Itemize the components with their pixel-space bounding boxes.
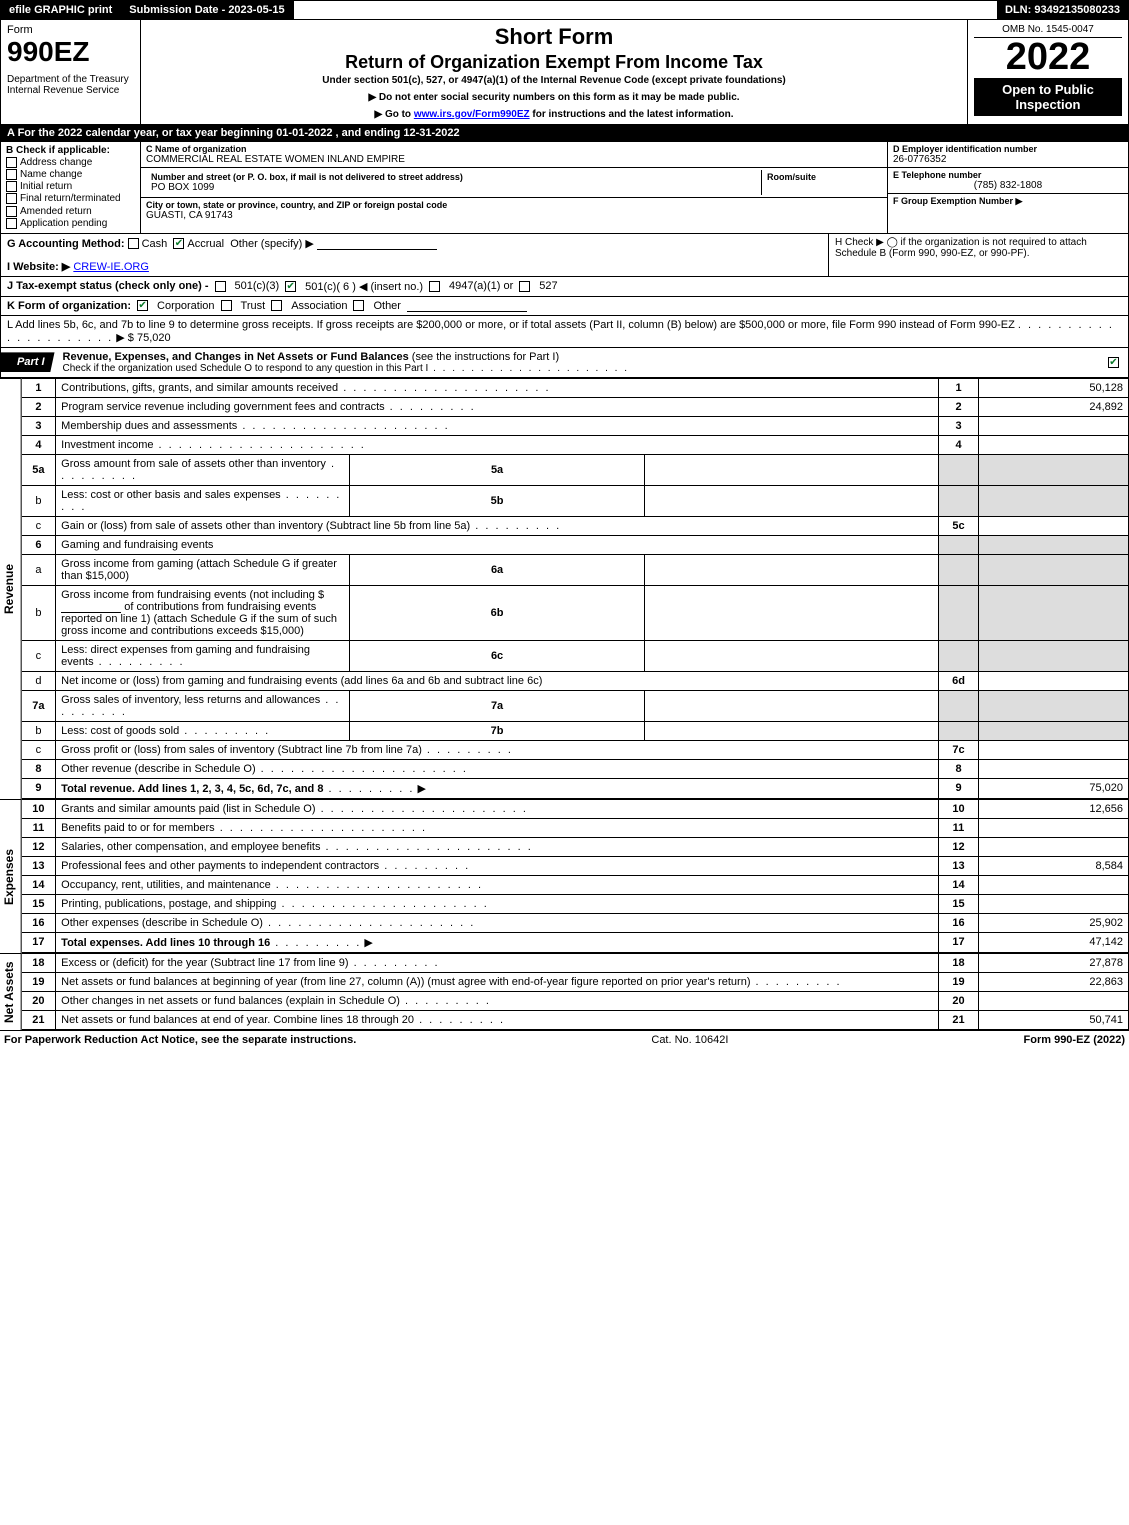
part1-title: Revenue, Expenses, and Changes in Net As… xyxy=(55,348,1102,377)
chk-4947[interactable] xyxy=(429,281,440,292)
title-return: Return of Organization Exempt From Incom… xyxy=(149,52,959,73)
g-col: G Accounting Method: Cash Accrual Other … xyxy=(1,234,828,276)
bcdef-block: B Check if applicable: Address change Na… xyxy=(0,142,1129,234)
footer: For Paperwork Reduction Act Notice, see … xyxy=(0,1030,1129,1049)
footer-right: Form 990-EZ (2022) xyxy=(1024,1034,1125,1046)
part1-tab: Part I xyxy=(1,352,55,372)
expenses-section: Expenses 10Grants and similar amounts pa… xyxy=(0,799,1129,953)
top-bar: efile GRAPHIC print Submission Date - 20… xyxy=(0,0,1129,20)
chk-schedule-o[interactable] xyxy=(1108,357,1119,368)
revenue-section: Revenue 1Contributions, gifts, grants, a… xyxy=(0,378,1129,799)
net-table: 18Excess or (deficit) for the year (Subt… xyxy=(22,953,1129,1030)
other-method-input[interactable] xyxy=(317,238,437,250)
k-row: K Form of organization: Corporation Trus… xyxy=(0,297,1129,316)
subtitle: Under section 501(c), 527, or 4947(a)(1)… xyxy=(149,75,959,86)
form-header: Form 990EZ Department of the Treasury In… xyxy=(0,20,1129,125)
col-b: B Check if applicable: Address change Na… xyxy=(1,142,141,233)
f-label: F Group Exemption Number ▶ xyxy=(893,196,1123,207)
part1-header: Part I Revenue, Expenses, and Changes in… xyxy=(0,348,1129,378)
chk-final[interactable]: Final return/terminated xyxy=(6,193,135,204)
chk-501c[interactable] xyxy=(285,281,296,292)
c-street-label: Number and street (or P. O. box, if mail… xyxy=(151,172,756,182)
chk-cash[interactable] xyxy=(128,238,139,249)
e-label: E Telephone number xyxy=(893,170,1123,180)
other-org-input[interactable] xyxy=(407,300,527,312)
net-assets-section: Net Assets 18Excess or (deficit) for the… xyxy=(0,953,1129,1030)
phone: (785) 832-1808 xyxy=(893,180,1123,191)
c-city-label: City or town, state or province, country… xyxy=(146,200,882,210)
chk-accrual[interactable] xyxy=(173,238,184,249)
bullet-goto: ▶ Go to www.irs.gov/Form990EZ for instru… xyxy=(149,109,959,120)
footer-cat: Cat. No. 10642I xyxy=(651,1034,728,1046)
chk-amended[interactable]: Amended return xyxy=(6,206,135,217)
form-number: 990EZ xyxy=(7,36,134,68)
expenses-table: 10Grants and similar amounts paid (list … xyxy=(22,799,1129,953)
i-label: I Website: ▶ xyxy=(7,261,70,273)
j-row: J Tax-exempt status (check only one) - 5… xyxy=(0,277,1129,297)
chk-corp[interactable] xyxy=(137,300,148,311)
l-row: L Add lines 5b, 6c, and 7b to line 9 to … xyxy=(0,316,1129,348)
irs-link[interactable]: www.irs.gov/Form990EZ xyxy=(414,109,530,120)
d-label: D Employer identification number xyxy=(893,144,1123,154)
section-a: A For the 2022 calendar year, or tax yea… xyxy=(0,125,1129,142)
chk-pending[interactable]: Application pending xyxy=(6,218,135,229)
chk-other-org[interactable] xyxy=(353,300,364,311)
form-word: Form xyxy=(7,24,134,36)
dln-label: DLN: 93492135080233 xyxy=(997,1,1128,19)
c-name-label: C Name of organization xyxy=(146,144,882,154)
efile-label: efile GRAPHIC print xyxy=(1,1,121,19)
vlabel-expenses: Expenses xyxy=(0,799,22,953)
open-public: Open to Public Inspection xyxy=(974,78,1122,116)
chk-name[interactable]: Name change xyxy=(6,169,135,180)
vlabel-net: Net Assets xyxy=(0,953,22,1030)
col-c: C Name of organization COMMERCIAL REAL E… xyxy=(141,142,888,233)
l-amount: 75,020 xyxy=(137,332,171,344)
website-link[interactable]: CREW-IE.ORG xyxy=(73,261,149,273)
gh-row: G Accounting Method: Cash Accrual Other … xyxy=(0,234,1129,277)
chk-trust[interactable] xyxy=(221,300,232,311)
revenue-table: 1Contributions, gifts, grants, and simil… xyxy=(22,378,1129,799)
chk-527[interactable] xyxy=(519,281,530,292)
chk-address[interactable]: Address change xyxy=(6,157,135,168)
submission-label: Submission Date - 2023-05-15 xyxy=(121,1,293,19)
l-arrow: ▶ $ xyxy=(116,332,134,344)
chk-assoc[interactable] xyxy=(271,300,282,311)
b-header: B Check if applicable: xyxy=(6,145,135,156)
tax-year: 2022 xyxy=(974,38,1122,76)
header-center: Short Form Return of Organization Exempt… xyxy=(141,20,968,124)
k-label: K Form of organization: xyxy=(7,300,131,312)
g-label: G Accounting Method: xyxy=(7,238,125,250)
header-left: Form 990EZ Department of the Treasury In… xyxy=(1,20,141,124)
chk-501c3[interactable] xyxy=(215,281,226,292)
header-right: OMB No. 1545-0047 2022 Open to Public In… xyxy=(968,20,1128,124)
l-text: L Add lines 5b, 6c, and 7b to line 9 to … xyxy=(7,319,1015,331)
vlabel-revenue: Revenue xyxy=(0,378,22,799)
bullet-ssn: ▶ Do not enter social security numbers o… xyxy=(149,92,959,103)
col-de: D Employer identification number 26-0776… xyxy=(888,142,1128,233)
title-short-form: Short Form xyxy=(149,24,959,50)
org-street: PO BOX 1099 xyxy=(151,182,756,193)
org-city: GUASTI, CA 91743 xyxy=(146,210,882,221)
h-col: H Check ▶ ◯ if the organization is not r… xyxy=(828,234,1128,276)
chk-initial[interactable]: Initial return xyxy=(6,181,135,192)
dept-label: Department of the Treasury Internal Reve… xyxy=(7,74,134,96)
org-name: COMMERCIAL REAL ESTATE WOMEN INLAND EMPI… xyxy=(146,154,882,165)
c-room-label: Room/suite xyxy=(767,172,877,182)
ein: 26-0776352 xyxy=(893,154,1123,165)
j-label: J Tax-exempt status (check only one) - xyxy=(7,280,209,292)
footer-left: For Paperwork Reduction Act Notice, see … xyxy=(4,1034,356,1046)
